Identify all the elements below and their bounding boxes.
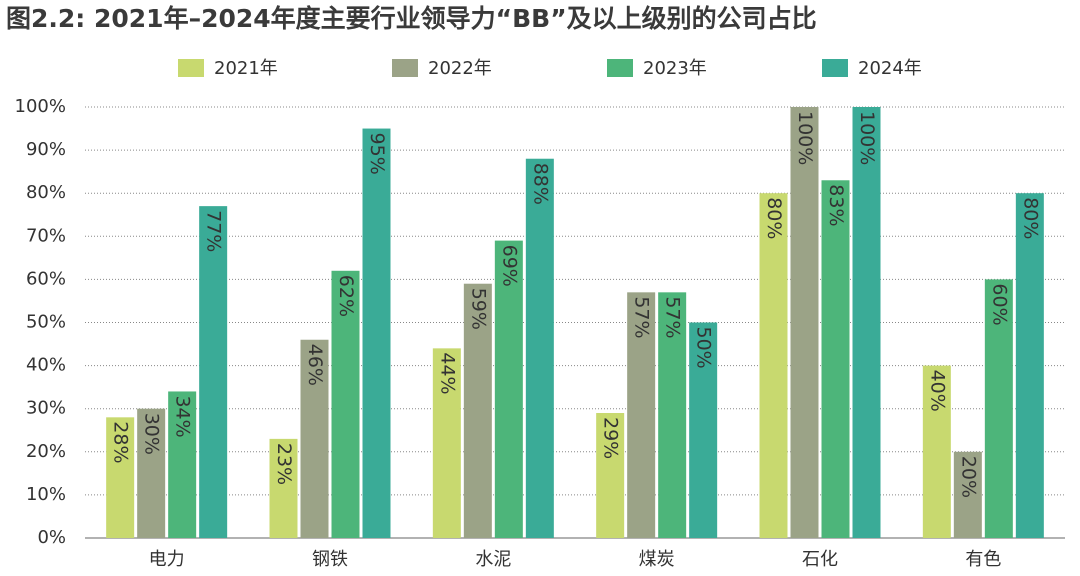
value-label: 57% (662, 296, 684, 338)
x-tick-label: 电力 (149, 549, 185, 570)
chart-title: 图2.2: 2021年–2024年度主要行业领导力“BB”及以上级别的公司占比 (6, 4, 817, 33)
bar (790, 107, 819, 538)
value-label: 80% (1019, 197, 1041, 239)
bar (300, 339, 329, 538)
y-tick-label: 40% (26, 355, 66, 376)
y-tick-label: 30% (26, 398, 66, 419)
y-tick-label: 80% (26, 182, 66, 203)
bar (525, 158, 554, 538)
x-tick-label: 有色 (965, 549, 1001, 570)
legend-label: 2022年 (428, 58, 492, 79)
bar (759, 193, 788, 538)
value-label: 62% (335, 275, 357, 317)
bar (106, 417, 135, 538)
legend-label: 2021年 (214, 58, 278, 79)
value-label: 30% (141, 413, 163, 455)
bar (168, 391, 197, 538)
bar (463, 283, 492, 538)
value-label: 95% (366, 133, 388, 175)
bar (137, 408, 166, 538)
bar (269, 438, 298, 538)
y-tick-label: 90% (26, 139, 66, 160)
legend-label: 2023年 (643, 58, 707, 79)
value-label: 34% (172, 395, 194, 437)
bar (658, 292, 687, 538)
legend-label: 2024年 (858, 58, 922, 79)
bar (953, 451, 982, 538)
value-label: 29% (600, 417, 622, 459)
value-label: 57% (631, 296, 653, 338)
value-label: 77% (203, 210, 225, 252)
bar (494, 240, 523, 539)
x-tick-label: 水泥 (475, 549, 511, 570)
x-tick-label: 钢铁 (312, 549, 348, 570)
y-tick-label: 50% (26, 312, 66, 333)
legend-swatch (607, 59, 633, 77)
legend-swatch (178, 59, 204, 77)
x-tick-label: 石化 (802, 549, 838, 570)
x-tick-label: 煤炭 (639, 549, 675, 570)
y-tick-label: 60% (26, 268, 66, 289)
value-label: 60% (988, 283, 1010, 325)
value-label: 23% (273, 443, 295, 485)
bar (199, 206, 228, 538)
bar (984, 279, 1013, 538)
bar (362, 128, 391, 539)
value-label: 40% (926, 370, 948, 412)
value-label: 50% (693, 327, 715, 369)
value-label: 44% (436, 352, 458, 394)
value-label: 100% (856, 111, 878, 165)
value-label: 69% (498, 245, 520, 287)
y-tick-label: 20% (26, 441, 66, 462)
value-label: 59% (467, 288, 489, 330)
value-label: 83% (825, 184, 847, 226)
bar (331, 270, 360, 538)
bar (1015, 193, 1044, 538)
value-label: 100% (794, 111, 816, 165)
value-label: 88% (529, 163, 551, 205)
bar (689, 322, 718, 538)
bar (852, 107, 881, 538)
value-label: 20% (957, 456, 979, 498)
y-tick-label: 100% (15, 96, 66, 117)
value-label: 80% (763, 197, 785, 239)
legend-swatch (392, 59, 418, 77)
value-label: 46% (304, 344, 326, 386)
bar (922, 365, 951, 538)
bar (821, 180, 850, 538)
y-tick-label: 70% (26, 225, 66, 246)
bar (432, 348, 461, 538)
y-tick-label: 10% (26, 484, 66, 505)
legend-swatch (822, 59, 848, 77)
value-label: 28% (110, 421, 132, 463)
y-tick-label: 0% (37, 527, 66, 548)
bar (627, 292, 656, 538)
bar (596, 413, 625, 538)
